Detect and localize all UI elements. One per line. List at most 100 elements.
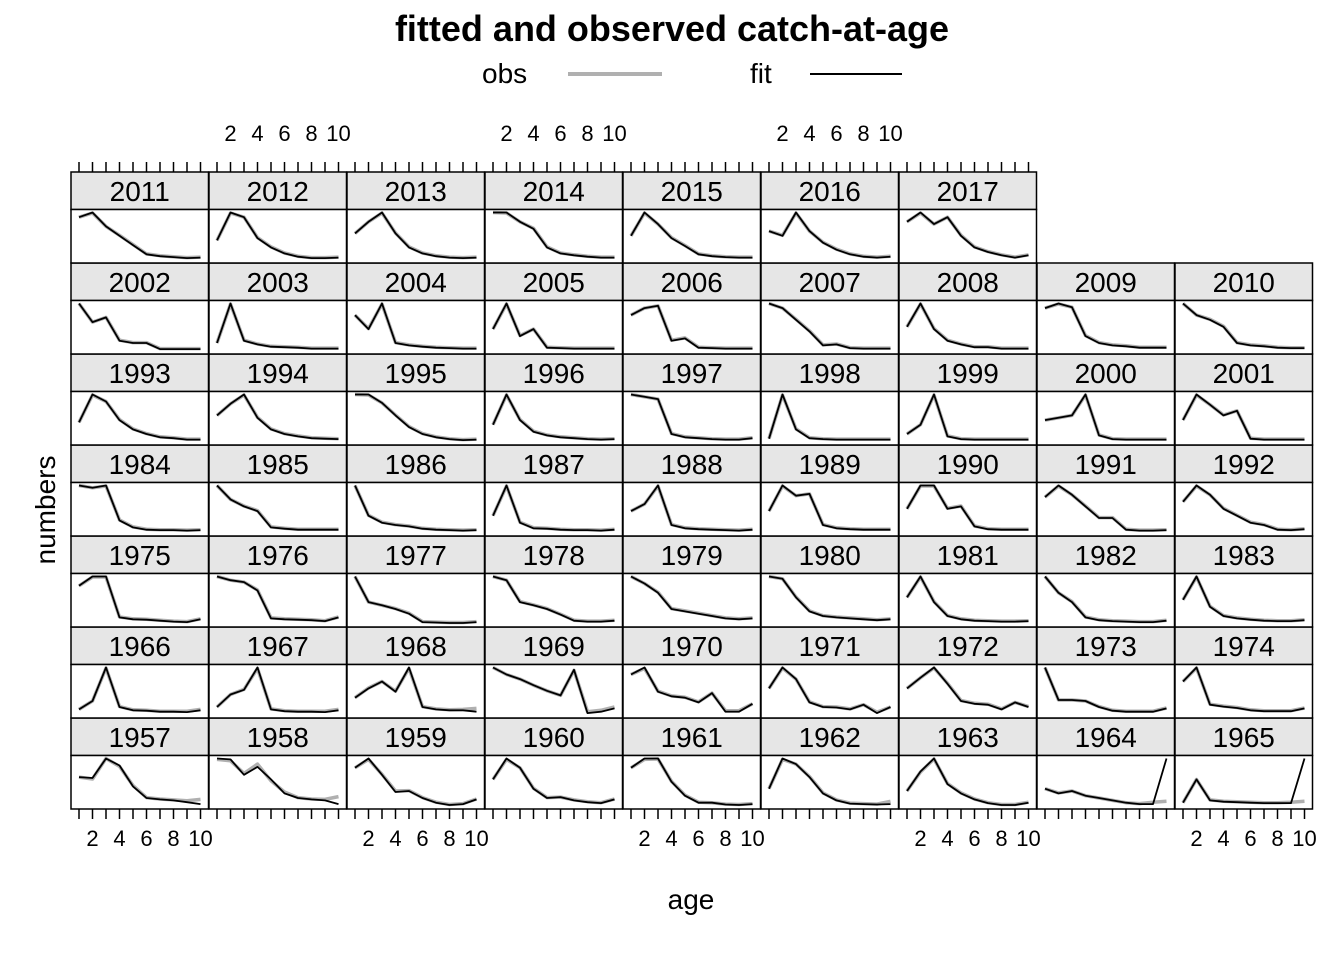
strip-label: 1982 — [1075, 540, 1137, 571]
strip-background — [760, 171, 900, 211]
fit-line — [1044, 302, 1167, 349]
fit-line — [1182, 484, 1305, 531]
strip-label: 1971 — [799, 631, 861, 662]
x-tick-label: 4 — [1217, 826, 1229, 851]
strip-background — [208, 535, 348, 575]
strip-label: 1990 — [937, 449, 999, 480]
fit-line — [216, 211, 339, 260]
strip-label: 1974 — [1213, 631, 1275, 662]
strip-label: 2010 — [1213, 267, 1275, 298]
strip-label: 2006 — [661, 267, 723, 298]
panel-frame — [760, 663, 900, 719]
panel-frame — [898, 663, 1038, 719]
panel-frame — [1036, 299, 1176, 355]
fit-line — [354, 485, 477, 532]
fit-line — [768, 666, 891, 714]
fit-line — [216, 393, 339, 440]
strip-label: 2004 — [385, 267, 447, 298]
fit-line — [768, 302, 891, 350]
fit-line — [354, 576, 477, 624]
panel-frame — [898, 208, 1038, 264]
x-tick-label: 2 — [362, 826, 374, 851]
strip-label: 2000 — [1075, 358, 1137, 389]
strip-background — [898, 171, 1038, 211]
fit-line — [78, 393, 201, 441]
fit-line — [354, 666, 477, 713]
x-tick-label: 8 — [857, 121, 869, 146]
strip-label: 1999 — [937, 358, 999, 389]
strip-label: 1997 — [661, 358, 723, 389]
fit-line — [78, 211, 201, 260]
panel-frame — [70, 663, 210, 719]
strip-label: 1978 — [523, 540, 585, 571]
strip-label: 1968 — [385, 631, 447, 662]
strip-label: 1993 — [109, 358, 171, 389]
x-tick-label: 6 — [416, 826, 428, 851]
panel-frame — [70, 208, 210, 264]
fit-line — [78, 484, 201, 532]
strip-background — [70, 262, 210, 302]
strip-label: 1973 — [1075, 631, 1137, 662]
strip-background — [208, 626, 348, 666]
panel-frame — [622, 754, 762, 810]
fit-line — [216, 757, 339, 805]
fit-line — [1044, 484, 1167, 532]
strip-label: 1966 — [109, 631, 171, 662]
panel-frame — [760, 754, 900, 810]
strip-background — [1036, 535, 1176, 575]
fit-line — [492, 484, 615, 532]
strip-label: 1979 — [661, 540, 723, 571]
fit-line — [768, 757, 891, 806]
fit-line — [906, 575, 1029, 623]
x-axis-label: age — [667, 884, 715, 915]
fit-line — [906, 484, 1029, 531]
chart-title: fitted and observed catch-at-age — [394, 8, 950, 49]
fit-line — [355, 393, 477, 442]
strip-background — [70, 626, 210, 666]
panel-frame — [898, 481, 1038, 537]
x-tick-label: 2 — [638, 826, 650, 851]
strip-label: 1970 — [661, 631, 723, 662]
strip-label: 1980 — [799, 540, 861, 571]
panel-frame — [70, 299, 210, 355]
x-tick-label: 8 — [719, 826, 731, 851]
strip-background — [208, 717, 348, 757]
panel-frame — [208, 208, 348, 264]
strip-label: 2014 — [523, 176, 585, 207]
x-tick-label: 10 — [878, 121, 902, 146]
fit-line — [354, 757, 477, 806]
x-tick-label: 8 — [1271, 826, 1283, 851]
strip-background — [484, 262, 624, 302]
legend-label-fit: fit — [750, 58, 772, 89]
strip-label: 2013 — [385, 176, 447, 207]
x-tick-label: 6 — [1244, 826, 1256, 851]
fit-line — [1044, 758, 1168, 805]
x-tick-label: 6 — [140, 826, 152, 851]
fit-line — [78, 575, 201, 623]
fit-line — [492, 302, 615, 350]
panel-frame — [1036, 481, 1176, 537]
strip-label: 2012 — [247, 176, 309, 207]
strip-label: 1998 — [799, 358, 861, 389]
fit-line — [216, 302, 339, 350]
fit-line — [1182, 393, 1305, 441]
x-tick-label: 4 — [251, 121, 263, 146]
panel-frame — [70, 390, 210, 446]
legend-label-obs: obs — [482, 58, 528, 89]
strip-label: 1994 — [247, 358, 309, 389]
x-tick-label: 6 — [554, 121, 566, 146]
strip-label: 1989 — [799, 449, 861, 480]
fit-line — [216, 575, 339, 622]
fit-line — [354, 211, 477, 260]
fit-line — [1182, 666, 1305, 713]
strip-label: 1969 — [523, 631, 585, 662]
strip-label: 2015 — [661, 176, 723, 207]
strip-background — [760, 353, 900, 393]
panel-frame — [622, 208, 762, 264]
fit-line — [1182, 758, 1306, 804]
x-tick-label: 2 — [1190, 826, 1202, 851]
strip-background — [898, 717, 1038, 757]
fit-line — [630, 393, 753, 441]
